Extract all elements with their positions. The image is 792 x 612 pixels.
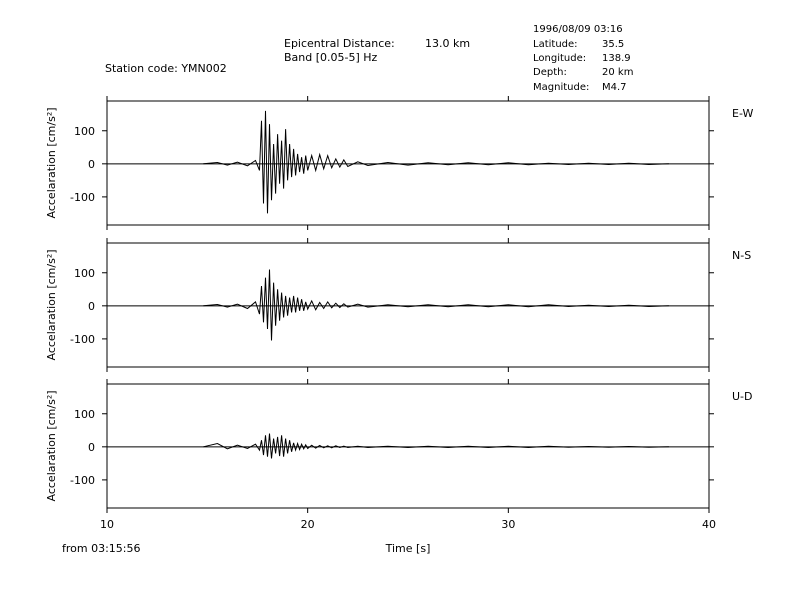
x-axis-label: Time [s] — [385, 542, 431, 555]
component-label: E-W — [732, 107, 753, 120]
y-tick-label: 100 — [74, 408, 95, 421]
y-tick-label: 0 — [88, 300, 95, 313]
event-value: M4.7 — [602, 82, 627, 93]
y-tick-label: 100 — [74, 125, 95, 138]
component-label: U-D — [732, 390, 753, 403]
component-label: N-S — [732, 249, 751, 262]
x-tick-label: 30 — [501, 518, 515, 531]
event-value: 35.5 — [602, 39, 624, 50]
x-tick-label: 10 — [100, 518, 114, 531]
y-tick-label: 0 — [88, 158, 95, 171]
event-key: Latitude: — [533, 39, 578, 50]
event-value: 138.9 — [602, 53, 631, 64]
waveform — [203, 110, 669, 214]
y-tick-label: -100 — [70, 191, 95, 204]
station-code: Station code: YMN002 — [105, 62, 227, 75]
y-tick-label: 0 — [88, 441, 95, 454]
distance: 13.0 km — [425, 37, 470, 50]
y-axis-label: Accelaration [cm/s²] — [45, 107, 58, 218]
x-tick-label: 20 — [301, 518, 315, 531]
event-value: 20 km — [602, 67, 633, 78]
start-time: from 03:15:56 — [62, 542, 141, 555]
y-tick-label: 100 — [74, 267, 95, 280]
distance-label: Epicentral Distance: — [284, 37, 395, 50]
event-key: Depth: — [533, 67, 567, 78]
event-key: Longitude: — [533, 53, 586, 64]
event-datetime: 1996/08/09 03:16 — [533, 24, 623, 35]
band: Band [0.05-5] Hz — [284, 51, 378, 64]
y-tick-label: -100 — [70, 474, 95, 487]
x-tick-label: 40 — [702, 518, 716, 531]
y-axis-label: Accelaration [cm/s²] — [45, 249, 58, 360]
waveform — [203, 269, 669, 341]
y-axis-label: Accelaration [cm/s²] — [45, 390, 58, 501]
event-key: Magnitude: — [533, 82, 589, 93]
waveform — [203, 433, 669, 459]
y-tick-label: -100 — [70, 333, 95, 346]
